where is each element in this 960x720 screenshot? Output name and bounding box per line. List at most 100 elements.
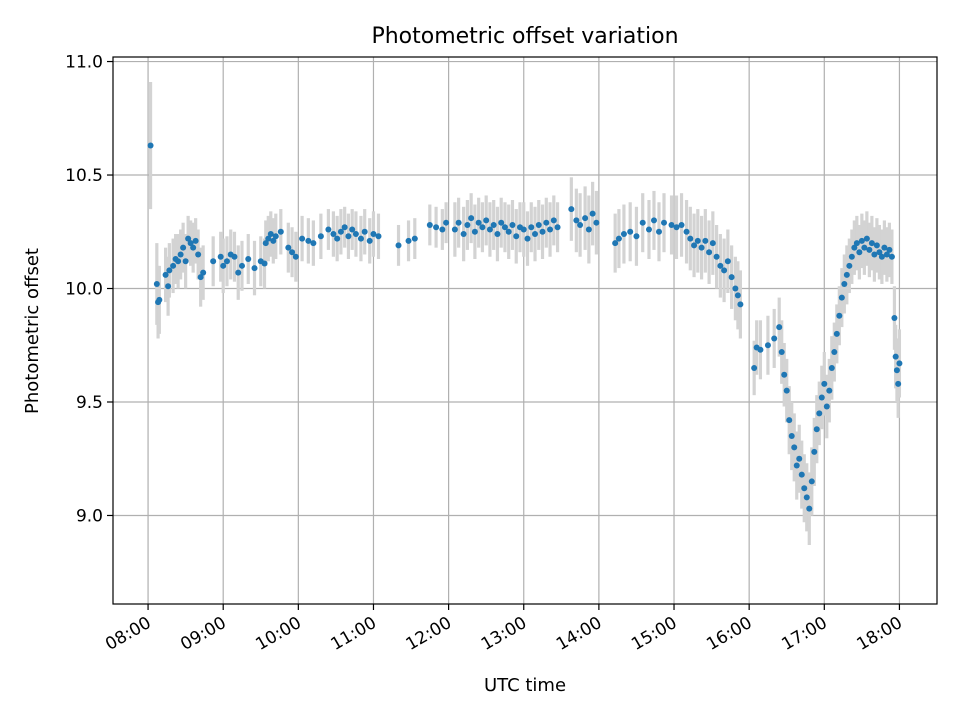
data-point xyxy=(650,217,657,224)
data-point xyxy=(197,274,204,281)
data-point xyxy=(786,417,793,424)
data-point xyxy=(165,283,172,290)
data-point xyxy=(585,226,592,233)
data-point xyxy=(891,315,898,322)
data-point xyxy=(694,237,701,244)
data-point xyxy=(357,235,364,242)
data-point xyxy=(513,233,520,240)
data-point xyxy=(547,226,554,233)
data-point xyxy=(612,240,619,247)
data-point xyxy=(187,240,194,247)
data-point xyxy=(751,364,758,371)
data-point xyxy=(811,448,818,455)
data-point xyxy=(490,221,497,228)
data-point xyxy=(655,228,662,235)
data-point xyxy=(851,244,858,251)
data-point xyxy=(871,251,878,258)
data-point xyxy=(175,258,182,265)
data-point xyxy=(411,235,418,242)
data-point xyxy=(886,246,893,253)
data-point xyxy=(709,240,716,247)
data-point xyxy=(764,342,771,349)
data-point xyxy=(177,251,184,258)
data-point xyxy=(788,433,795,440)
data-point xyxy=(349,226,356,233)
data-point xyxy=(261,260,268,267)
data-point xyxy=(713,253,720,260)
data-point xyxy=(505,228,512,235)
data-point xyxy=(483,217,490,224)
data-point xyxy=(706,249,713,256)
data-point xyxy=(577,221,584,228)
data-point xyxy=(878,253,885,260)
data-point xyxy=(220,262,227,269)
y-tick-label: 10.0 xyxy=(65,280,103,300)
data-point xyxy=(821,380,828,387)
data-point xyxy=(310,240,317,247)
data-point xyxy=(678,221,685,228)
data-point xyxy=(895,380,902,387)
data-point xyxy=(838,294,845,301)
data-point xyxy=(841,280,848,287)
data-point xyxy=(661,219,668,226)
data-point xyxy=(896,360,903,367)
data-point xyxy=(724,258,731,265)
chart-title: Photometric offset variation xyxy=(371,24,678,49)
data-point xyxy=(791,444,798,451)
data-point xyxy=(190,244,197,251)
data-point xyxy=(405,237,412,244)
data-point xyxy=(217,253,224,260)
data-point xyxy=(808,478,815,485)
data-point xyxy=(501,224,508,231)
data-point xyxy=(846,262,853,269)
data-point xyxy=(620,231,627,238)
data-point xyxy=(180,244,187,251)
data-point xyxy=(856,249,863,256)
data-point xyxy=(156,296,163,303)
data-point xyxy=(475,219,482,226)
data-point xyxy=(783,387,790,394)
data-point xyxy=(370,231,377,238)
data-point xyxy=(153,280,160,287)
data-point xyxy=(771,335,778,342)
data-point xyxy=(801,485,808,492)
data-point xyxy=(528,224,535,231)
data-point xyxy=(687,235,694,242)
data-point xyxy=(568,206,575,213)
data-point xyxy=(615,235,622,242)
data-point xyxy=(843,271,850,278)
data-point xyxy=(494,231,501,238)
data-point xyxy=(818,394,825,401)
data-point xyxy=(589,210,596,217)
x-axis-label: UTC time xyxy=(484,675,566,696)
data-point xyxy=(868,240,875,247)
data-point xyxy=(486,226,493,233)
data-point xyxy=(270,237,277,244)
data-point xyxy=(831,349,838,356)
y-axis-label: Photometric offset xyxy=(22,248,43,414)
data-point xyxy=(305,237,312,244)
plot-frame xyxy=(112,56,938,605)
data-point xyxy=(277,228,284,235)
data-point xyxy=(182,258,189,265)
data-point xyxy=(691,242,698,249)
data-point xyxy=(866,246,873,253)
data-point xyxy=(828,364,835,371)
data-point xyxy=(330,231,337,238)
data-point xyxy=(375,233,382,240)
data-point xyxy=(479,224,486,231)
data-point xyxy=(728,274,735,281)
data-point xyxy=(433,224,440,231)
data-point xyxy=(853,240,860,247)
data-point xyxy=(732,285,739,292)
data-point xyxy=(455,219,462,226)
data-point xyxy=(627,228,634,235)
data-point xyxy=(888,253,895,260)
data-points xyxy=(147,142,903,512)
data-point xyxy=(337,228,344,235)
data-point xyxy=(299,235,306,242)
data-point xyxy=(200,269,207,276)
data-point xyxy=(471,228,478,235)
data-point xyxy=(498,219,505,226)
